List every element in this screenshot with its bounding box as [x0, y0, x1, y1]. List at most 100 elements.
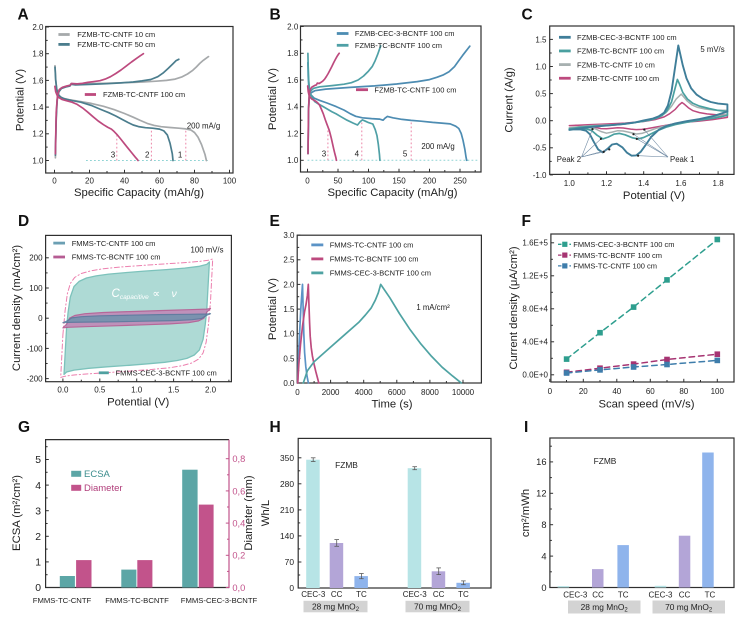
svg-text:2: 2: [35, 532, 41, 543]
svg-text:8000: 8000: [421, 388, 439, 397]
svg-text:1 mA/cm²: 1 mA/cm²: [416, 303, 450, 312]
svg-text:CEC-3: CEC-3: [403, 590, 428, 599]
svg-text:FZMB-TC-CNTF 10 cm: FZMB-TC-CNTF 10 cm: [577, 60, 655, 69]
svg-text:5 mV/s: 5 mV/s: [700, 45, 724, 54]
svg-text:FZMB-CEC-3-BCNTF 100 cm: FZMB-CEC-3-BCNTF 100 cm: [577, 33, 677, 42]
svg-text:Potential (V): Potential (V): [107, 397, 169, 409]
svg-text:FMMS-CEC-3-BCNTF 100 cm: FMMS-CEC-3-BCNTF 100 cm: [116, 369, 217, 378]
svg-text:1.6: 1.6: [675, 179, 687, 188]
svg-text:CC: CC: [331, 590, 343, 599]
svg-text:1.2E+5: 1.2E+5: [522, 272, 548, 281]
svg-text:1.0: 1.0: [283, 330, 295, 339]
svg-text:0: 0: [295, 388, 300, 397]
svg-text:0.5: 0.5: [283, 354, 295, 363]
svg-text:Specific Capacity (mAh/g): Specific Capacity (mAh/g): [328, 187, 458, 199]
svg-text:ν: ν: [172, 288, 178, 300]
svg-text:280: 280: [280, 479, 294, 489]
svg-text:0.5: 0.5: [94, 386, 106, 395]
svg-text:140: 140: [280, 531, 294, 541]
svg-text:cm²/mWh: cm²/mWh: [520, 489, 532, 537]
svg-text:Potential (V): Potential (V): [267, 278, 279, 340]
svg-text:0,0: 0,0: [232, 583, 245, 593]
svg-text:ECSA (m²/cm²): ECSA (m²/cm²): [11, 475, 23, 551]
svg-text:FZMB: FZMB: [594, 456, 617, 466]
svg-text:Potential (V): Potential (V): [623, 190, 685, 202]
svg-text:0,4: 0,4: [232, 519, 245, 529]
svg-text:2.0: 2.0: [283, 280, 295, 289]
svg-text:FMMS-TC-CNTF 100 cm: FMMS-TC-CNTF 100 cm: [330, 241, 414, 250]
svg-text:0: 0: [38, 314, 43, 323]
svg-text:80: 80: [190, 176, 199, 185]
svg-text:E: E: [270, 213, 280, 230]
svg-text:ECSA: ECSA: [84, 469, 111, 480]
svg-text:Diameter: Diameter: [84, 483, 123, 494]
svg-text:Specific Capacity (mAh/g): Specific Capacity (mAh/g): [74, 187, 204, 199]
svg-text:0: 0: [52, 176, 57, 185]
svg-text:60: 60: [155, 176, 164, 185]
svg-text:1.0: 1.0: [287, 156, 299, 165]
svg-text:G: G: [18, 419, 30, 436]
svg-text:1.6: 1.6: [32, 76, 44, 85]
svg-text:FMMS-TC-CNTF: FMMS-TC-CNTF: [33, 596, 92, 605]
svg-text:-0.5: -0.5: [533, 144, 547, 153]
svg-text:1.2: 1.2: [287, 129, 299, 138]
svg-text:CC: CC: [433, 590, 445, 599]
svg-text:80: 80: [679, 387, 688, 396]
svg-text:-1.0: -1.0: [533, 171, 547, 180]
svg-text:-100: -100: [27, 344, 44, 353]
svg-text:1.2: 1.2: [601, 179, 613, 188]
svg-text:100: 100: [223, 176, 237, 185]
svg-text:4: 4: [355, 150, 360, 159]
svg-text:1.6E+5: 1.6E+5: [522, 239, 548, 248]
svg-text:CC: CC: [679, 591, 691, 600]
svg-text:5: 5: [35, 455, 41, 466]
svg-text:5: 5: [403, 150, 408, 159]
svg-text:70 mg MnO2: 70 mg MnO2: [414, 601, 462, 613]
svg-text:1.5: 1.5: [283, 305, 295, 314]
svg-text:70 mg MnO2: 70 mg MnO2: [665, 602, 713, 614]
svg-text:A: A: [18, 7, 29, 24]
svg-text:Potential (V): Potential (V): [15, 69, 27, 131]
svg-text:3.0: 3.0: [283, 231, 295, 240]
svg-text:4: 4: [35, 481, 41, 492]
svg-text:CEC-3: CEC-3: [648, 591, 673, 600]
svg-text:0: 0: [305, 176, 310, 185]
svg-text:0,8: 0,8: [232, 454, 245, 464]
svg-text:150: 150: [392, 176, 406, 185]
svg-text:FZMB-TC-BCNTF 100 cm: FZMB-TC-BCNTF 100 cm: [355, 41, 442, 50]
svg-text:4: 4: [541, 551, 546, 561]
svg-text:Peak 2: Peak 2: [557, 155, 581, 164]
svg-text:FZMB-TC-CNTF 100 cm: FZMB-TC-CNTF 100 cm: [374, 85, 456, 94]
svg-text:0.0: 0.0: [283, 379, 295, 388]
svg-text:0,6: 0,6: [232, 486, 245, 496]
svg-text:1.8: 1.8: [713, 179, 725, 188]
svg-text:FZMB-TC-CNTF 100 cm: FZMB-TC-CNTF 100 cm: [577, 74, 659, 83]
svg-text:Current density (μA/cm²): Current density (μA/cm²): [508, 246, 520, 370]
svg-text:1.5: 1.5: [535, 35, 547, 44]
svg-text:FZMB-TC-CNTF 10 cm: FZMB-TC-CNTF 10 cm: [77, 30, 155, 39]
svg-text:3: 3: [322, 150, 327, 159]
svg-text:100 mV/s: 100 mV/s: [191, 246, 224, 255]
svg-text:4.0E+4: 4.0E+4: [522, 338, 548, 347]
svg-text:TC: TC: [356, 590, 367, 599]
svg-text:1.6: 1.6: [287, 76, 299, 85]
svg-text:CEC-3: CEC-3: [563, 591, 588, 600]
svg-text:1.5: 1.5: [168, 386, 180, 395]
svg-text:250: 250: [453, 176, 467, 185]
svg-text:H: H: [270, 419, 281, 436]
svg-text:FMMS-TC-BCNTF: FMMS-TC-BCNTF: [105, 596, 169, 605]
svg-text:200 mA/g: 200 mA/g: [187, 122, 220, 131]
svg-text:0.0E+0: 0.0E+0: [522, 371, 548, 380]
svg-text:1.4: 1.4: [32, 103, 44, 112]
svg-text:2000: 2000: [322, 388, 340, 397]
svg-text:8.0E+4: 8.0E+4: [522, 305, 548, 314]
svg-text:70: 70: [285, 557, 295, 567]
svg-text:0.0: 0.0: [535, 117, 547, 126]
svg-text:1.4: 1.4: [287, 103, 299, 112]
svg-text:350: 350: [280, 453, 294, 463]
svg-text:FMMS-TC-BCNTF 100 cm: FMMS-TC-BCNTF 100 cm: [573, 251, 662, 260]
svg-text:1.8: 1.8: [32, 50, 44, 59]
svg-text:1.8: 1.8: [287, 49, 299, 58]
svg-text:1.0: 1.0: [564, 179, 576, 188]
svg-text:CC: CC: [592, 591, 604, 600]
